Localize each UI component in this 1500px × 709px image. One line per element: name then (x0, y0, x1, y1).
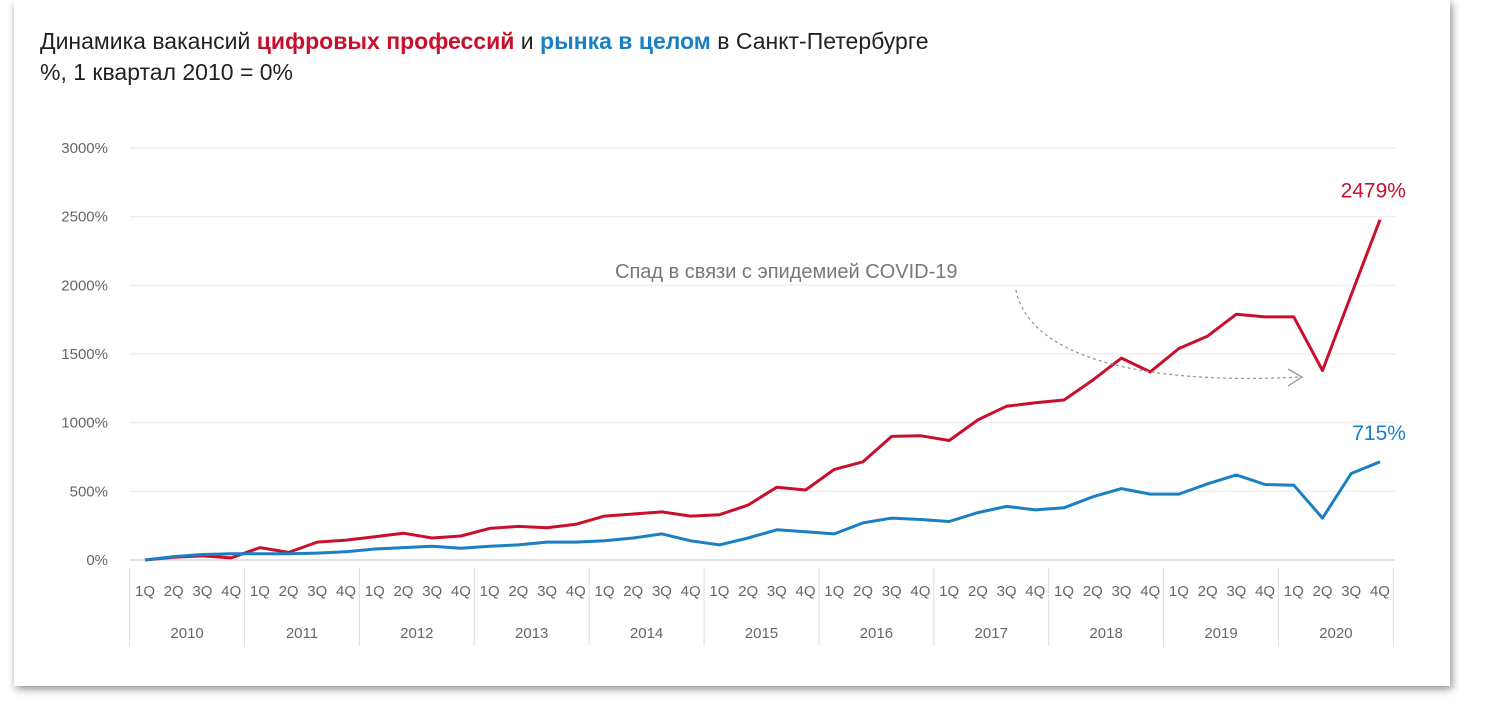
x-tick-label: 2Q (279, 583, 299, 600)
x-tick-label: 3Q (1226, 583, 1246, 600)
y-tick-label: 500% (70, 483, 108, 500)
x-tick-label: 1Q (709, 583, 729, 600)
x-tick-label: 3Q (882, 583, 902, 600)
title-digital: цифровых профессий (256, 28, 515, 54)
x-tick-label: 2Q (623, 583, 643, 600)
y-tick-label: 1000% (61, 415, 108, 432)
x-tick-label: 3Q (767, 583, 787, 600)
arrow-head-icon (1287, 368, 1304, 387)
chart-card (14, 0, 1450, 686)
x-tick-label: 4Q (1025, 583, 1045, 600)
x-tick-label: 2Q (393, 583, 413, 600)
year-label: 2017 (975, 625, 1008, 642)
annotation-arrow (1015, 289, 1301, 380)
x-tick-label: 4Q (336, 583, 356, 600)
x-tick-label: 3Q (537, 583, 557, 600)
year-label: 2015 (745, 625, 778, 642)
y-tick-label: 3000% (61, 140, 108, 157)
x-tick-label: 1Q (824, 583, 844, 600)
x-tick-label: 2Q (508, 583, 528, 600)
x-tick-label: 3Q (1341, 583, 1361, 600)
digital-series-line (144, 219, 1382, 562)
year-label: 2019 (1204, 625, 1237, 642)
year-label: 2010 (170, 625, 203, 642)
x-tick-label: 2Q (164, 583, 184, 600)
y-tick-label: 2000% (61, 277, 108, 294)
x-tick-label: 4Q (1140, 583, 1160, 600)
x-tick-label: 4Q (566, 583, 586, 600)
x-tick-label: 2Q (738, 583, 758, 600)
year-label: 2013 (515, 625, 548, 642)
x-tick-label: 3Q (307, 583, 327, 600)
year-label: 2020 (1319, 625, 1352, 642)
x-tick-label: 1Q (135, 583, 155, 600)
market-end-label: 715% (1352, 422, 1406, 445)
x-tick-label: 1Q (595, 583, 615, 600)
year-label: 2011 (286, 625, 318, 642)
x-tick-label: 4Q (1255, 583, 1275, 600)
y-tick-label: 2500% (61, 209, 108, 226)
x-tick-label: 2Q (1313, 583, 1333, 600)
x-tick-label: 2Q (1198, 583, 1218, 600)
title-line: Динамика вакансий цифровых профессий и р… (40, 26, 929, 57)
x-tick-label: 4Q (910, 583, 930, 600)
x-tick-label: 4Q (451, 583, 471, 600)
x-tick-label: 1Q (1169, 583, 1189, 600)
x-tick-label: 2Q (853, 583, 873, 600)
x-tick-label: 1Q (250, 583, 270, 600)
title-prefix: Динамика вакансий (40, 28, 257, 54)
x-tick-label: 1Q (1284, 583, 1304, 600)
year-label: 2012 (400, 625, 433, 642)
x-tick-label: 1Q (1054, 583, 1074, 600)
year-label: 2016 (860, 625, 893, 642)
annotation-text: Спад в связи с эпидемией COVID-19 (615, 261, 958, 283)
chart-title: Динамика вакансий цифровых профессий и р… (40, 26, 929, 88)
x-tick-label: 3Q (997, 583, 1017, 600)
title-market: рынка в целом (540, 28, 711, 54)
x-tick-label: 1Q (480, 583, 500, 600)
x-tick-label: 3Q (1111, 583, 1131, 600)
x-tick-label: 1Q (939, 583, 959, 600)
year-label: 2018 (1089, 625, 1122, 642)
x-tick-label: 1Q (365, 583, 385, 600)
y-tick-label: 1500% (61, 346, 108, 363)
x-tick-label: 4Q (1370, 583, 1390, 600)
market-series-line (144, 460, 1381, 562)
x-tick-label: 2Q (968, 583, 988, 600)
y-tick-label: 0% (86, 552, 108, 569)
title-middle: и (514, 28, 541, 54)
x-tick-label: 3Q (192, 583, 212, 600)
x-tick-label: 4Q (681, 583, 701, 600)
x-tick-label: 2Q (1083, 583, 1103, 600)
title-suffix: в Санкт-Петербурге (710, 28, 929, 54)
x-tick-label: 3Q (652, 583, 672, 600)
x-tick-label: 4Q (796, 583, 816, 600)
digital-end-label: 2479% (1341, 180, 1406, 203)
x-tick-label: 3Q (422, 583, 442, 600)
x-tick-label: 4Q (221, 583, 241, 600)
year-label: 2014 (630, 625, 663, 642)
chart-subtitle: %, 1 квартал 2010 = 0% (40, 59, 294, 85)
